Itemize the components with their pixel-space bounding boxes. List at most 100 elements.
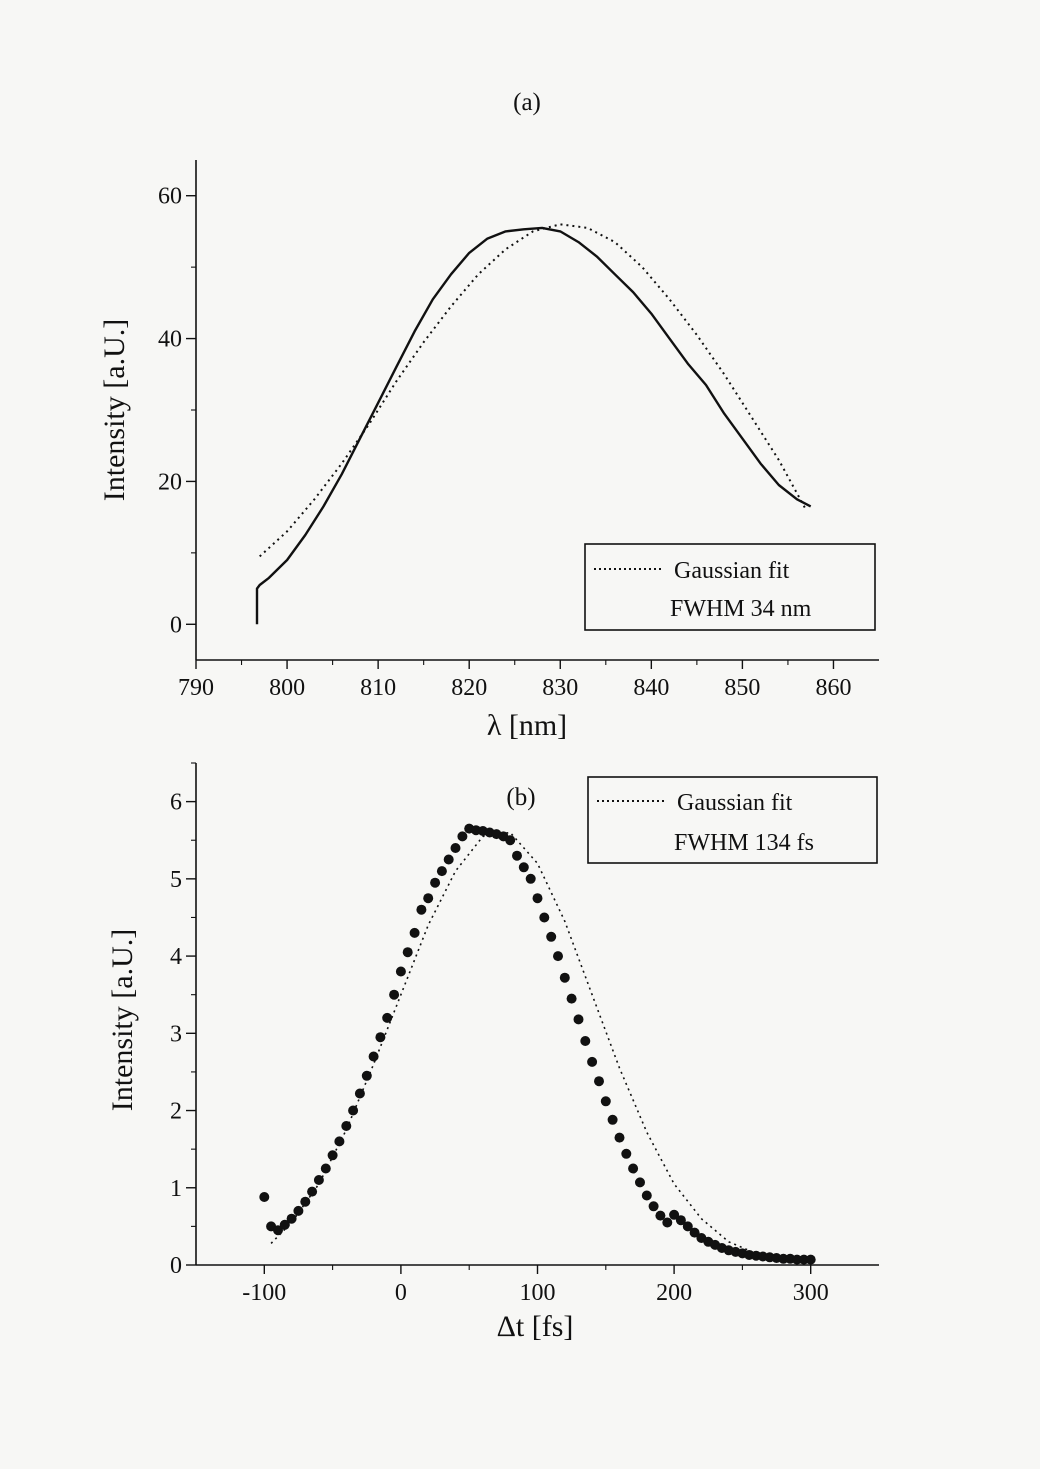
- panel-0-x-tick-label: 850: [724, 675, 760, 701]
- panel-b-data-point: [546, 931, 557, 942]
- panel-b-data-point: [512, 850, 522, 861]
- panel-a-legend-entry-fit: Gaussian fit: [674, 558, 790, 584]
- panel-b-data-point: [382, 1012, 393, 1023]
- panel-b-data-point: [628, 1163, 639, 1174]
- panel-b-legend-entry-fit: Gaussian fit: [677, 790, 793, 816]
- panel-b-data-point: [587, 1056, 598, 1067]
- panel-b-data-point: [436, 866, 447, 877]
- panel-b-data-point: [327, 1150, 338, 1161]
- panel-b-data-point: [559, 972, 570, 983]
- panel-b-x-axis-title: Δt [fs]: [497, 1310, 574, 1343]
- panel-1-y-tick-label: 3: [170, 1021, 182, 1047]
- panel-b-data-point: [320, 1163, 331, 1174]
- panel-b-data-point: [375, 1032, 386, 1043]
- panel-b-data-point: [614, 1132, 625, 1143]
- panel-0-y-tick-label: 0: [170, 612, 182, 638]
- panel-b-data-point: [648, 1201, 659, 1212]
- panel-b-data-point: [525, 873, 536, 884]
- panel-b-data-point: [293, 1205, 304, 1216]
- panel-b-data-point: [259, 1192, 270, 1202]
- panel-b-data-point: [341, 1121, 352, 1131]
- panel-b-data-point: [505, 835, 516, 846]
- panel-b-data-point: [641, 1190, 652, 1201]
- panel-0-x-tick-label: 810: [360, 675, 396, 701]
- panel-b-data-point: [354, 1088, 365, 1099]
- panel-b-ticks: -100 0 100 200 300 0 1 2 3 4 5 6: [170, 762, 829, 1306]
- panel-1-x-tick-label: 300: [793, 1280, 829, 1306]
- panel-b-data-point: [368, 1051, 379, 1062]
- panel-b-data-point: [409, 927, 420, 938]
- panel-1-y-tick-label: 5: [170, 867, 182, 893]
- panel-1-x-tick-label: 0: [395, 1280, 407, 1306]
- panel-b-data-point: [307, 1186, 318, 1197]
- panel-b-autocorrelation: (b) -100 0 100 200 300 0 1 2 3 4 5 6 Δt [fs] Intens…: [106, 762, 879, 1343]
- panel-b-data-point: [300, 1196, 311, 1207]
- panel-0-x-tick-label: 800: [269, 675, 305, 701]
- panel-a-legend-entry-fwhm: FWHM 34 nm: [670, 596, 812, 622]
- panel-b-data-point: [792, 1254, 802, 1265]
- panel-a-legend: Gaussian fit FWHM 34 nm: [584, 543, 876, 631]
- panel-a-ticks: 790 800 810 820 830 840 850 860 0 20 40 60: [158, 184, 851, 701]
- panel-b-legend-entry-fwhm: FWHM 134 fs: [674, 830, 814, 856]
- panel-1-x-tick-label: -100: [242, 1280, 286, 1306]
- panel-a-series: [255, 223, 812, 625]
- panel-a-x-axis-title: λ [nm]: [487, 709, 567, 742]
- panel-0-x-tick-label: 790: [178, 675, 214, 701]
- panel-b-data-point: [457, 831, 468, 842]
- panel-b-data-point: [361, 1070, 372, 1081]
- panel-b-data-point: [682, 1221, 693, 1232]
- panel-b-legend: Gaussian fit FWHM 134 fs: [587, 776, 878, 864]
- panel-b-data-point: [566, 993, 577, 1004]
- panel-b-data-point: [621, 1148, 632, 1159]
- panel-b-data-point: [279, 1219, 290, 1230]
- panel-b-y-axis-title: Intensity [a.U.]: [106, 929, 139, 1111]
- panel-b-data-point: [600, 1096, 611, 1107]
- panel-b-data-point: [273, 1225, 283, 1236]
- panel-b-data-point: [635, 1177, 645, 1188]
- panel-b-data-point: [313, 1175, 324, 1185]
- panel-b-data-point: [573, 1014, 584, 1025]
- panel-b-data-point: [286, 1213, 297, 1224]
- panel-b-data-point: [553, 951, 563, 962]
- panel-0-x-tick-label: 860: [815, 675, 851, 701]
- panel-b-data-point: [423, 893, 434, 904]
- panel-b-data-point: [416, 904, 427, 915]
- panel-1-y-tick-label: 1: [170, 1176, 182, 1202]
- panel-1-y-tick-label: 0: [170, 1253, 182, 1279]
- panel-0-y-tick-label: 20: [158, 469, 182, 495]
- panel-b-data-point: [669, 1209, 680, 1220]
- panel-1-y-tick-label: 4: [170, 944, 182, 970]
- panel-b-label: (b): [506, 784, 535, 811]
- panel-a-gaussian-fit-line: [259, 223, 807, 558]
- panel-b-data-point: [402, 947, 413, 958]
- panel-b-data-point: [348, 1105, 359, 1116]
- panel-b-data-point: [389, 989, 400, 1000]
- panel-b-data-point: [532, 893, 543, 904]
- panel-a-legend-box: [584, 543, 876, 631]
- panel-b-data-point: [675, 1215, 686, 1226]
- panel-1-y-tick-label: 2: [170, 1099, 182, 1125]
- panel-b-legend-box: [587, 776, 878, 864]
- panel-b-data-point: [539, 912, 550, 923]
- panel-b-data-point: [689, 1227, 700, 1238]
- panel-b-data-point: [395, 966, 406, 977]
- panel-b-data-point: [450, 843, 461, 853]
- panel-b-data-point: [805, 1254, 816, 1265]
- panel-1-x-tick-label: 100: [520, 1280, 556, 1306]
- panel-b-data-point: [594, 1076, 604, 1087]
- panel-0-x-tick-label: 830: [542, 675, 578, 701]
- panel-a-y-axis-title: Intensity [a.U.]: [98, 319, 131, 501]
- panel-b-series: [259, 823, 816, 1265]
- panel-1-y-tick-label: 6: [170, 790, 182, 816]
- panel-a-spectrum: (a) 790 800 810 820 830 840 850 860 0 20 40 60 λ [n…: [98, 89, 879, 742]
- panel-b-data-point: [430, 877, 441, 888]
- panel-0-x-tick-label: 820: [451, 675, 487, 701]
- panel-b-data-point: [580, 1036, 591, 1046]
- panel-b-data-point: [655, 1210, 666, 1221]
- panel-b-data-point: [334, 1136, 345, 1147]
- panel-0-y-tick-label: 60: [158, 184, 182, 210]
- panel-b-data-point: [443, 854, 454, 865]
- panel-b-data-point: [662, 1217, 673, 1228]
- panel-a-spectrum-line: [255, 226, 812, 625]
